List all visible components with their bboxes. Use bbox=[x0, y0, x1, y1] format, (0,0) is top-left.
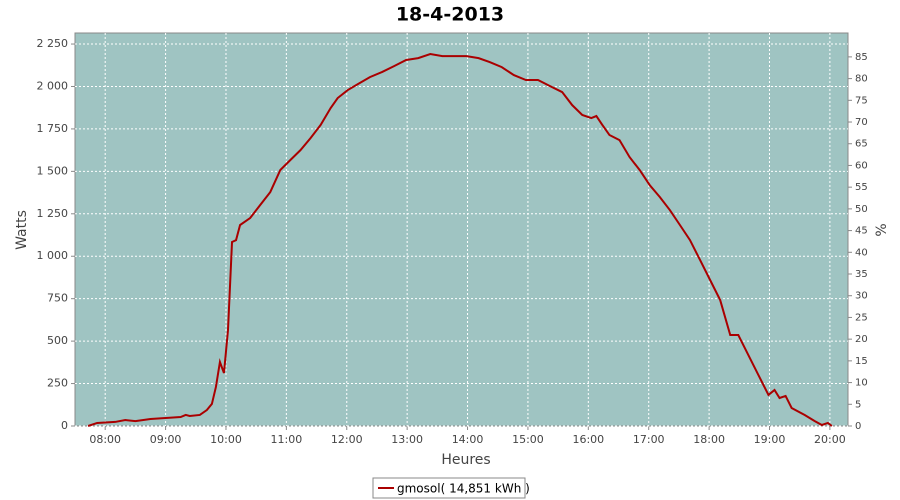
y2-tick-label: 35 bbox=[855, 269, 868, 280]
y2-axis-label: % bbox=[874, 223, 890, 236]
y-tick-label: 1 500 bbox=[37, 164, 69, 177]
data-line bbox=[87, 53, 833, 427]
y-tick-label: 750 bbox=[47, 292, 68, 305]
y-tick-label: 1 250 bbox=[37, 207, 69, 220]
x-tick-label: 17:00 bbox=[633, 433, 665, 446]
x-tick-label: 12:00 bbox=[331, 433, 363, 446]
y-axis-label: Watts bbox=[14, 210, 30, 250]
y-tick-label: 2 250 bbox=[37, 37, 69, 50]
legend-label: gmosol( 14,851 kWh ) bbox=[397, 482, 530, 496]
y2-tick-label: 5 bbox=[855, 399, 861, 410]
y2-tick-label: 85 bbox=[855, 52, 868, 63]
x-tick-label: 09:00 bbox=[150, 433, 182, 446]
y2-tick-label: 30 bbox=[855, 291, 868, 302]
x-axis-label: Heures bbox=[441, 452, 490, 468]
x-tick-label: 10:00 bbox=[210, 433, 242, 446]
x-tick-label: 20:00 bbox=[814, 433, 846, 446]
y2-tick-label: 0 bbox=[855, 421, 861, 432]
y-tick-label: 2 000 bbox=[37, 79, 69, 92]
x-tick-label: 14:00 bbox=[452, 433, 484, 446]
y2-tick-label: 70 bbox=[855, 117, 868, 128]
y-tick-label: 1 000 bbox=[37, 249, 69, 262]
x-tick-label: 13:00 bbox=[391, 433, 423, 446]
y2-tick-label: 55 bbox=[855, 182, 868, 193]
x-tick-label: 19:00 bbox=[754, 433, 786, 446]
y-tick-label: 500 bbox=[47, 334, 68, 347]
x-tick-label: 11:00 bbox=[271, 433, 303, 446]
y2-tick-label: 80 bbox=[855, 74, 868, 85]
y-tick-label: 0 bbox=[61, 419, 68, 432]
y2-tick-label: 20 bbox=[855, 334, 868, 345]
y2-tick-label: 50 bbox=[855, 204, 868, 215]
x-tick-label: 15:00 bbox=[512, 433, 544, 446]
x-tick-label: 16:00 bbox=[572, 433, 604, 446]
plot-area bbox=[74, 32, 849, 427]
y2-tick-label: 40 bbox=[855, 247, 868, 258]
y2-tick-label: 75 bbox=[855, 95, 868, 106]
x-tick-label: 08:00 bbox=[89, 433, 121, 446]
y2-tick-label: 60 bbox=[855, 160, 868, 171]
y2-tick-label: 65 bbox=[855, 139, 868, 150]
y2-tick-label: 45 bbox=[855, 226, 868, 237]
y-tick-label: 1 750 bbox=[37, 122, 69, 135]
x-tick-label: 18:00 bbox=[693, 433, 725, 446]
chart-title: 18-4-2013 bbox=[396, 4, 504, 26]
y2-tick-label: 25 bbox=[855, 312, 868, 323]
y-tick-label: 250 bbox=[47, 377, 68, 390]
legend-box bbox=[372, 477, 526, 499]
y2-tick-label: 10 bbox=[855, 378, 868, 389]
y2-tick-label: 15 bbox=[855, 356, 868, 367]
